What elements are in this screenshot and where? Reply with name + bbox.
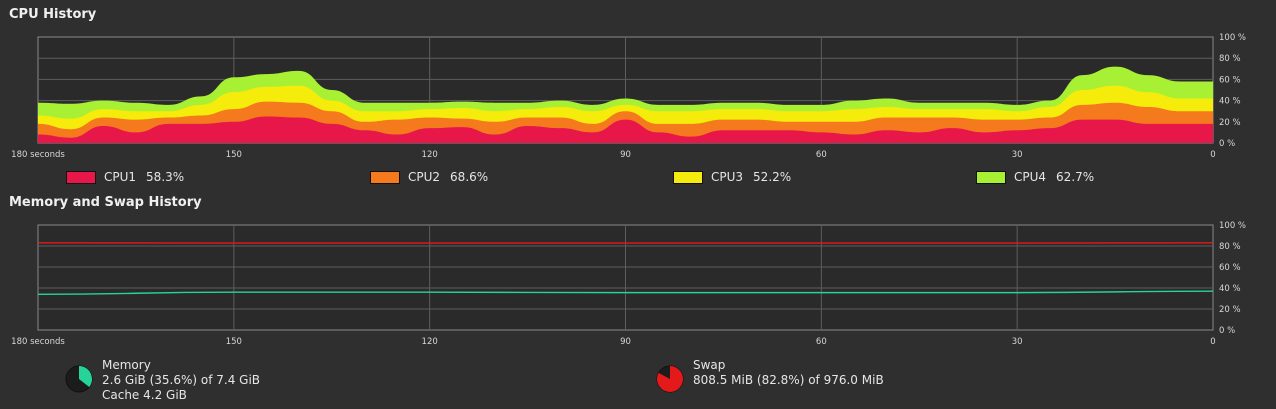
cpu-history-plot: 100 % 80 % 60 % 40 % 20 % 0 % 180 seconds 150 12…: [11, 33, 1246, 160]
memory-legend[interactable]: Memory 2.6 GiB (35.6%) of 7.4 GiB Cache …: [64, 358, 260, 403]
memory-history-chart: 100 % 80 % 60 % 40 % 20 % 0 % 180 seconds 150 12…: [11, 221, 1246, 347]
cpu-ytick-label: 100 %: [1219, 33, 1246, 43]
legend-cpu4[interactable]: CPU4 62.7%: [976, 170, 1094, 184]
cpu-ytick-label: 80 %: [1219, 54, 1241, 64]
cpu-history-title: CPU History: [9, 7, 97, 22]
memory-xtick-label: 60: [816, 337, 827, 347]
cpu-series-cpu1: [38, 116, 1213, 143]
memory-ytick-label: 100 %: [1219, 221, 1246, 231]
cpu-xtick-label: 120: [422, 150, 438, 160]
legend-value-cpu2: 68.6%: [450, 170, 489, 184]
memory-ytick-label: 20 %: [1219, 305, 1241, 315]
memory-cache: Cache 4.2 GiB: [102, 388, 187, 402]
legend-value-cpu1: 58.3%: [146, 170, 185, 184]
cpu-xtick-label: 180 seconds: [11, 150, 65, 160]
cpu-ytick-label: 20 %: [1219, 118, 1241, 128]
cpu-xtick-label: 0: [1210, 150, 1215, 160]
legend-value-cpu4: 62.7%: [1056, 170, 1095, 184]
cpu-ytick-label: 40 %: [1219, 97, 1241, 107]
memory-ytick-label: 80 %: [1219, 242, 1241, 252]
memory-pie-icon[interactable]: [64, 364, 94, 394]
legend-label-cpu4: CPU4: [1014, 170, 1047, 184]
legend-swatch-cpu2[interactable]: [370, 170, 400, 184]
swap-legend[interactable]: Swap 808.5 MiB (82.8%) of 976.0 MiB: [655, 358, 884, 394]
memory-history-plot: 100 % 80 % 60 % 40 % 20 % 0 % 180 seconds 150 12…: [11, 221, 1246, 347]
memory-xtick-label: 90: [620, 337, 631, 347]
cpu-ytick-label: 0 %: [1219, 139, 1235, 149]
swap-pie-slice: [657, 366, 683, 392]
legend-label-cpu2: CPU2: [408, 170, 441, 184]
memory-label: Memory: [102, 358, 151, 372]
cpu-history-chart: 100 % 80 % 60 % 40 % 20 % 0 % 180 seconds 150 12…: [0, 0, 1276, 170]
memory-pie-slice: [79, 366, 92, 388]
memory-series-line: [37, 290, 1214, 295]
legend-value-cpu3: 52.2%: [753, 170, 792, 184]
swap-pie-icon[interactable]: [655, 364, 685, 394]
memory-ytick-label: 40 %: [1219, 284, 1241, 294]
legend-cpu3[interactable]: CPU3 52.2%: [673, 170, 791, 184]
memory-xtick-label: 120: [422, 337, 438, 347]
memory-xtick-label: 30: [1012, 337, 1023, 347]
cpu-xtick-label: 60: [816, 150, 827, 160]
memory-history-title: Memory and Swap History: [9, 195, 202, 210]
swap-usage: 808.5 MiB (82.8%) of 976.0 MiB: [693, 373, 884, 387]
legend-label-cpu3: CPU3: [711, 170, 744, 184]
memory-ytick-label: 60 %: [1219, 263, 1241, 273]
memory-usage: 2.6 GiB (35.6%) of 7.4 GiB: [102, 373, 261, 387]
legend-swatch-cpu3[interactable]: [673, 170, 703, 184]
legend-cpu2[interactable]: CPU2 68.6%: [370, 170, 488, 184]
memory-ytick-label: 0 %: [1219, 326, 1235, 336]
cpu-xtick-label: 90: [620, 150, 631, 160]
memory-xtick-label: 150: [226, 337, 242, 347]
memory-xtick-label: 0: [1210, 337, 1215, 347]
cpu-xtick-label: 30: [1012, 150, 1023, 160]
legend-cpu1[interactable]: CPU1 58.3%: [66, 170, 184, 184]
legend-swatch-cpu4[interactable]: [976, 170, 1006, 184]
swap-label: Swap: [693, 358, 726, 372]
cpu-ytick-label: 60 %: [1219, 75, 1241, 85]
legend-label-cpu1: CPU1: [104, 170, 137, 184]
memory-xtick-label: 180 seconds: [11, 337, 65, 347]
legend-swatch-cpu1[interactable]: [66, 170, 96, 184]
cpu-xtick-label: 150: [226, 150, 242, 160]
